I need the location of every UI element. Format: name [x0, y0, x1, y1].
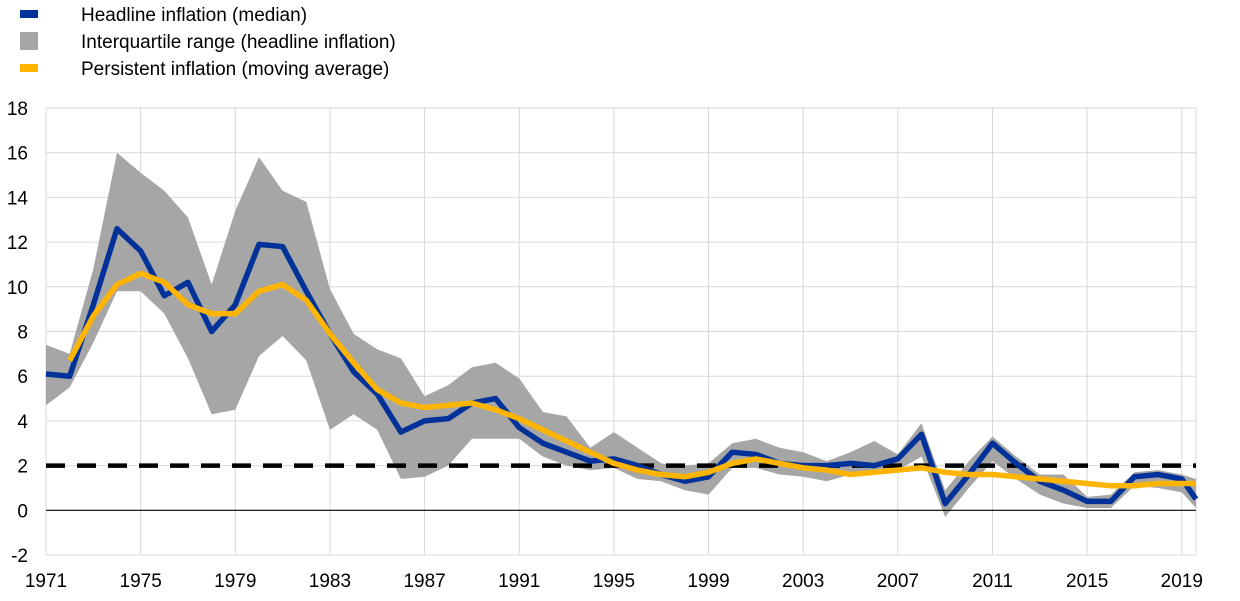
y-tick-label: 4 — [17, 412, 28, 433]
y-tick-label: 10 — [7, 278, 28, 299]
x-tick-label: 2007 — [877, 571, 919, 592]
x-tick-label: 2019 — [1161, 571, 1203, 592]
y-tick-label: 6 — [17, 367, 28, 388]
legend: Headline inflation (median) Interquartile… — [20, 5, 396, 80]
x-tick-label: 1979 — [214, 571, 256, 592]
x-tick-label: 1991 — [498, 571, 540, 592]
legend-marker-2 — [20, 64, 38, 72]
y-tick-label: 0 — [17, 501, 28, 522]
x-tick-label: 2003 — [782, 571, 824, 592]
legend-label-1: Interquartile range (headline inflation) — [81, 32, 396, 53]
y-tick-label: 16 — [7, 144, 28, 165]
legend-marker-1 — [20, 32, 38, 50]
y-tick-label: 14 — [7, 188, 29, 209]
x-tick-label: 1971 — [25, 571, 67, 592]
x-tick-label: 2011 — [972, 571, 1013, 592]
legend-marker-0 — [20, 10, 38, 18]
x-tick-label: 1983 — [309, 571, 351, 592]
x-tick-label: 1987 — [403, 571, 445, 592]
x-tick-label: 1975 — [120, 571, 162, 592]
x-tick-label: 1999 — [687, 571, 729, 592]
x-tick-label: 1995 — [593, 571, 635, 592]
headline-inflation-line — [45, 225, 1199, 507]
interquartile-band — [46, 152, 1196, 517]
legend-label-0: Headline inflation (median) — [81, 5, 307, 26]
legend-label-2: Persistent inflation (moving average) — [81, 59, 389, 80]
x-tick-label: 2015 — [1066, 571, 1108, 592]
y-tick-label: 8 — [17, 323, 28, 344]
axes: 18 16 14 12 10 8 6 4 2 0 -2 1971 1975 1979 1983 1987 199… — [7, 99, 1203, 592]
y-tick-label: 18 — [7, 99, 28, 120]
y-tick-label: -2 — [11, 546, 28, 567]
y-tick-label: 12 — [7, 233, 28, 254]
series-layer — [45, 152, 1199, 517]
persistent-inflation-line — [67, 270, 1196, 489]
y-tick-label: 2 — [17, 457, 28, 478]
